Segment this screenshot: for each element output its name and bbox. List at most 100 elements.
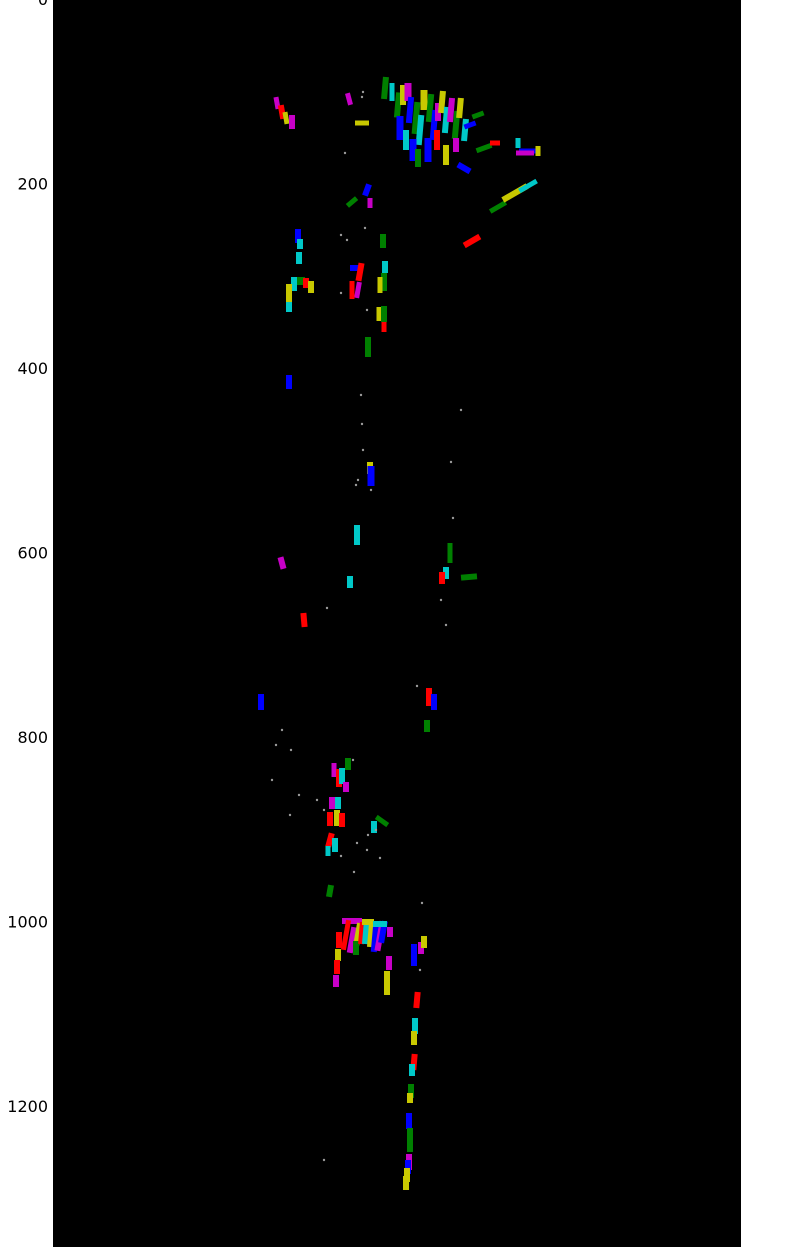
detection-box (286, 302, 292, 312)
detection-box (426, 688, 432, 706)
detection-box (411, 1031, 417, 1045)
point-speck (315, 798, 319, 802)
point-speck (339, 291, 343, 295)
detection-box (415, 149, 421, 167)
detection-box (334, 960, 340, 974)
detection-box (335, 797, 341, 809)
detection-box (258, 694, 264, 710)
detection-box (515, 138, 521, 148)
point-speck (361, 90, 365, 94)
detection-box (367, 466, 375, 486)
detection-box (381, 273, 387, 291)
detection-box (409, 1064, 415, 1076)
detection-box (488, 200, 508, 214)
point-speck (270, 778, 274, 782)
point-speck (415, 684, 419, 688)
point-speck (339, 854, 343, 858)
detection-box (327, 812, 333, 826)
detection-box (362, 183, 372, 197)
point-speck (365, 848, 369, 852)
detection-box (380, 234, 386, 248)
detection-box (382, 261, 388, 273)
detection-box (407, 1093, 413, 1103)
detection-box (447, 543, 453, 563)
detection-box (340, 919, 352, 951)
point-speck (339, 233, 343, 237)
detection-box (297, 239, 303, 249)
point-speck (322, 1158, 326, 1162)
detection-box (345, 92, 353, 106)
detection-box (471, 110, 485, 120)
detection-box (404, 83, 412, 101)
point-speck (355, 841, 359, 845)
plot-area (53, 0, 741, 1247)
detection-box (421, 936, 427, 948)
point-speck (451, 516, 455, 520)
point-speck (360, 422, 364, 426)
detection-box (424, 138, 432, 162)
detection-box (339, 813, 345, 827)
y-tick-label: 800 (17, 728, 48, 747)
point-speck (449, 460, 453, 464)
detection-box (435, 103, 441, 121)
point-speck (274, 743, 278, 747)
detection-box (424, 720, 430, 732)
detection-box (404, 1168, 410, 1182)
detection-box (415, 114, 425, 146)
point-speck (369, 488, 373, 492)
detection-box (332, 838, 338, 852)
detection-box (384, 971, 390, 995)
detection-box (412, 1018, 418, 1034)
y-tick-label: 0 (38, 0, 48, 9)
detection-box (295, 229, 301, 243)
point-speck (280, 728, 284, 732)
detection-box (354, 281, 362, 299)
detection-box (411, 944, 417, 966)
detection-box (353, 941, 359, 955)
detection-box (326, 884, 334, 898)
detection-box (346, 926, 358, 954)
detection-box (409, 139, 417, 161)
point-speck (439, 598, 443, 602)
point-speck (354, 483, 358, 487)
detection-box (282, 111, 290, 125)
detection-box (374, 814, 390, 828)
detection-box (325, 846, 331, 856)
detection-box (291, 277, 297, 291)
detection-box (420, 90, 428, 110)
detection-box (367, 198, 373, 208)
point-speck (365, 308, 369, 312)
point-speck (352, 870, 356, 874)
detection-box (335, 949, 341, 961)
detection-box (434, 130, 440, 150)
detection-box (516, 150, 534, 156)
point-speck (325, 606, 329, 610)
point-speck (418, 968, 422, 972)
detection-box (355, 262, 365, 282)
point-speck (343, 151, 347, 155)
detection-box (303, 278, 309, 288)
point-speck (459, 408, 463, 412)
detection-box (446, 97, 456, 123)
detection-box (277, 556, 287, 570)
point-speck (345, 238, 349, 242)
detection-boxes (258, 76, 541, 1190)
detection-box (354, 525, 360, 545)
point-speck (351, 758, 355, 762)
detection-box (381, 76, 389, 100)
detection-box (362, 919, 374, 925)
detection-box (355, 120, 369, 126)
detection-box (345, 758, 351, 770)
detection-box (407, 1128, 413, 1152)
point-speck (361, 448, 365, 452)
detection-box (296, 252, 302, 264)
y-tick-label: 200 (17, 175, 48, 194)
point-speck (444, 623, 448, 627)
point-speck (359, 393, 363, 397)
detection-box (438, 90, 446, 114)
detection-box (405, 1160, 411, 1174)
detection-box (386, 956, 392, 970)
detection-box (345, 196, 359, 208)
point-speck (363, 226, 367, 230)
